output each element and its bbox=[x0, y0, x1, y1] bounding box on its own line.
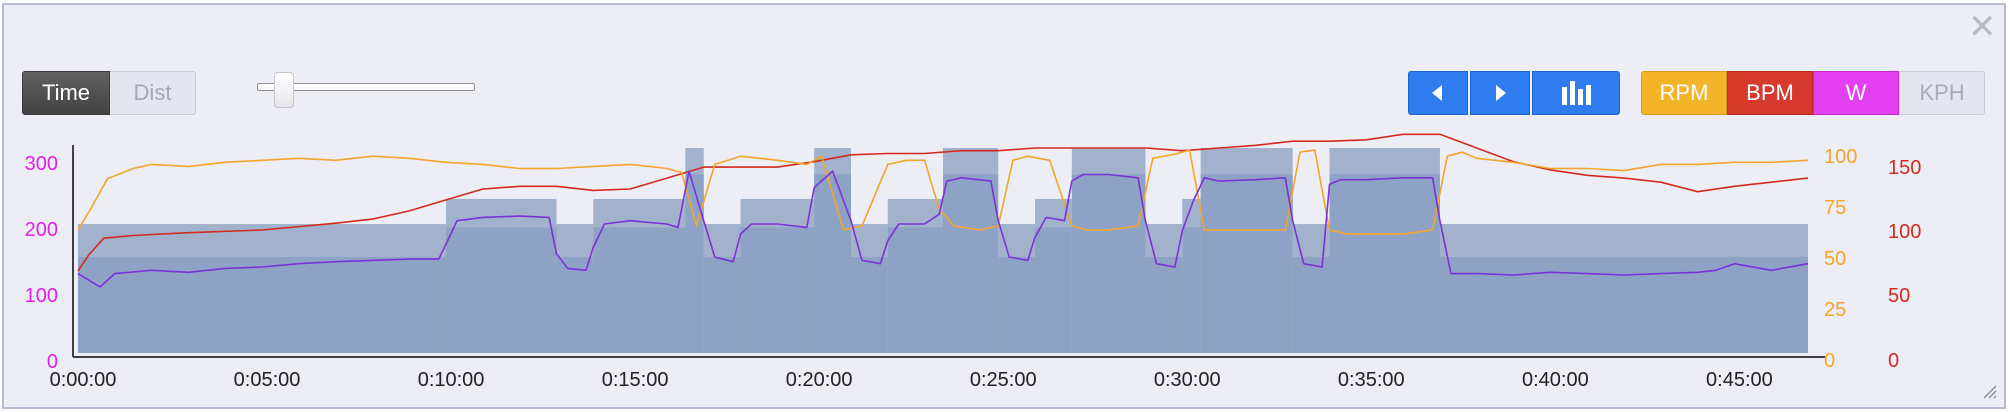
x-tick-label: 0:10:00 bbox=[418, 369, 485, 391]
bpm-toggle-button[interactable]: BPM bbox=[1727, 71, 1813, 115]
target-block-lower bbox=[1035, 227, 1072, 353]
rpm-tick-label: 0 bbox=[1824, 350, 1835, 372]
distance-axis-button[interactable]: Dist bbox=[110, 71, 196, 115]
intervals-view-button[interactable] bbox=[1532, 71, 1620, 115]
previous-button[interactable] bbox=[1408, 71, 1468, 115]
target-block-lower bbox=[703, 257, 741, 353]
target-block-lower bbox=[1292, 257, 1330, 353]
x-tick-label: 0:35:00 bbox=[1338, 369, 1405, 391]
target-block-lower bbox=[887, 227, 943, 353]
x-tick-label: 0:20:00 bbox=[786, 369, 853, 391]
rpm-toggle-button[interactable]: RPM bbox=[1641, 71, 1727, 115]
bar-chart-icon bbox=[1562, 81, 1591, 105]
watts-tick-label: 200 bbox=[25, 219, 58, 241]
x-tick-label: 0:30:00 bbox=[1154, 369, 1221, 391]
target-block-lower bbox=[1071, 174, 1146, 353]
time-axis-button[interactable]: Time bbox=[22, 71, 110, 115]
target-block-lower bbox=[593, 227, 686, 353]
target-block-lower bbox=[943, 174, 999, 353]
watts-tick-label: 300 bbox=[25, 153, 58, 175]
zoom-slider-track[interactable] bbox=[257, 83, 475, 91]
target-block-lower bbox=[998, 257, 1036, 353]
target-block-lower bbox=[685, 174, 704, 353]
target-block-lower bbox=[1182, 227, 1201, 353]
rpm-tick-label: 25 bbox=[1824, 299, 1846, 321]
x-tick-label: 0:00:00 bbox=[50, 369, 117, 391]
target-block-lower bbox=[850, 257, 888, 353]
bpm-tick-label: 100 bbox=[1888, 221, 1921, 243]
target-block-lower bbox=[1329, 174, 1440, 353]
x-tick-label: 0:45:00 bbox=[1706, 369, 1773, 391]
target-block-lower bbox=[814, 174, 851, 353]
target-block-lower bbox=[740, 227, 815, 353]
x-tick-label: 0:40:00 bbox=[1522, 369, 1589, 391]
target-block-lower bbox=[446, 227, 557, 353]
watts-toggle-button[interactable]: W bbox=[1813, 71, 1899, 115]
rpm-tick-label: 75 bbox=[1824, 197, 1846, 219]
bpm-tick-label: 150 bbox=[1888, 157, 1921, 179]
x-tick-label: 0:05:00 bbox=[234, 369, 301, 391]
watts-tick-label: 100 bbox=[25, 285, 58, 307]
series-line-w bbox=[77, 170, 1809, 288]
rpm-tick-label: 100 bbox=[1824, 146, 1857, 168]
x-tick-label: 0:15:00 bbox=[602, 369, 669, 391]
target-block-lower bbox=[78, 257, 447, 353]
target-block-lower bbox=[556, 257, 594, 353]
rpm-tick-label: 50 bbox=[1824, 248, 1846, 270]
close-icon[interactable]: ✕ bbox=[1968, 8, 1997, 46]
target-block-lower bbox=[1200, 174, 1293, 353]
target-block-lower bbox=[1145, 257, 1183, 353]
next-button[interactable] bbox=[1470, 71, 1530, 115]
resize-grip-icon[interactable] bbox=[1980, 382, 1998, 400]
bpm-tick-label: 50 bbox=[1888, 285, 1910, 307]
watts-tick-label: 0 bbox=[47, 351, 58, 373]
target-block-lower bbox=[1439, 257, 1808, 353]
series-line-rpm bbox=[77, 149, 1809, 235]
bpm-tick-label: 0 bbox=[1888, 350, 1899, 372]
x-tick-label: 0:25:00 bbox=[970, 369, 1037, 391]
left-triangle-icon bbox=[1432, 85, 1442, 101]
right-triangle-icon bbox=[1496, 85, 1506, 101]
kph-toggle-button[interactable]: KPH bbox=[1899, 71, 1985, 115]
zoom-slider-thumb[interactable] bbox=[274, 72, 294, 108]
